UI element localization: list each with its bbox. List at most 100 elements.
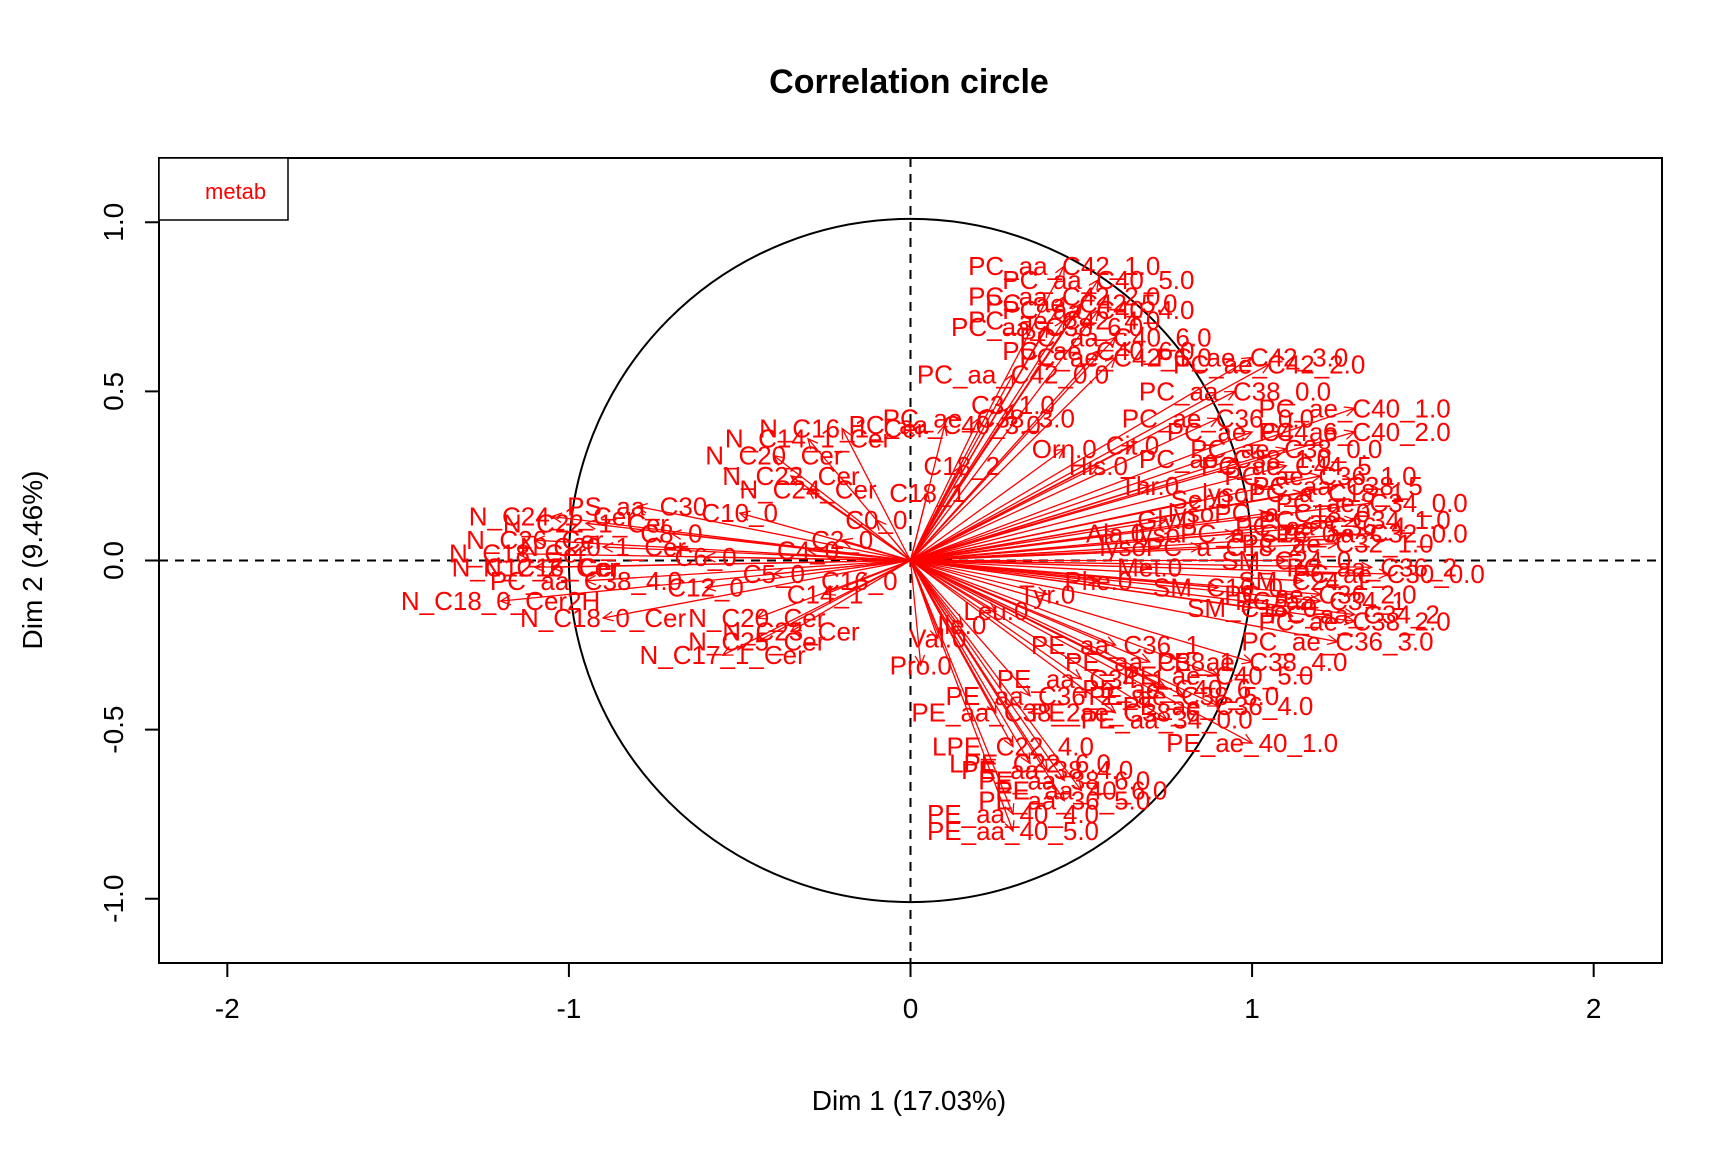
x-axis: -2 -1 0 1 2 [215,962,1601,1024]
variable-arrow-head [1241,601,1254,612]
variable-label: C8_0 [640,518,702,548]
variable-label: PE_ae_C38_6 [1031,698,1200,728]
x-axis-label: Dim 1 (17.03%) [812,1085,1007,1116]
variable-label: PC_aa_C38_6.0 [951,312,1143,342]
variable-arrow [910,559,1167,690]
variable-label: PC_ae_C34_0.0 [1276,488,1468,518]
variable-label: PE_ae_C38_5.0 [1088,681,1279,711]
variable-label: PC_ae_C32_1.0 [1241,529,1433,559]
variable-arrow-head [806,488,819,500]
variable-label: PC_ae_C36_0.0 [1122,403,1314,433]
variable-label: N_C25_Cer [688,627,826,657]
variable-label: C14_1 [787,579,864,609]
variable-label: PE_aa_36_5.0 [978,786,1150,816]
variable-arrow [909,560,1014,832]
variable-label: PC_ae_C40_6.0 [1002,336,1194,366]
variable-label: PC_ae_C42_3.0 [1156,343,1348,373]
variable-arrow-head [1378,568,1391,580]
variable-arrow-head [772,567,785,579]
variable-arrow-head [969,417,980,430]
variable-label: Gly.0 [1137,505,1196,535]
variable-arrow-head [1326,482,1339,494]
variable-arrow [910,350,1099,561]
variable-label: PC_aa_C42_2.0 [968,282,1160,312]
variable-label: lysoPC_a_C16_0 [1134,518,1336,548]
variable-arrow [909,492,929,561]
variable-arrow-head [1361,561,1374,573]
variable-arrow-head [1292,574,1305,586]
variable-arrow [909,560,1082,791]
variable-arrow-head [1223,390,1237,401]
variable-arrow-head [1275,462,1288,474]
variable-arrow-head [1206,667,1220,678]
variable-label: N_C14_1_Cer [725,424,892,454]
variable-arrow-head [1087,465,1100,475]
variable-arrow-head [1172,686,1186,697]
variable-label: N_C20_1_Cer [520,532,687,562]
variable-arrow-head [1054,295,1065,308]
variable-arrow-head [1241,654,1254,665]
variable-label: PC_ae_C30_0.0 [1293,559,1485,589]
variable-label: PC_aa_C36_2 [1286,552,1457,582]
variable-arrow [910,559,1304,582]
variable-arrow-head [601,542,614,553]
variable-label: PE_aa_40_4.0 [927,799,1099,829]
variable-arrow [910,407,1355,562]
variable-label: C10_0 [701,498,778,528]
variable-arrow [875,519,911,561]
variable-label: lysoPC_a_C18_0 [1168,498,1370,528]
variable-arrow-head [1004,803,1015,816]
variable-arrow [910,559,1219,707]
variable-label: SM_C16_0 [1153,573,1283,603]
variable-arrow [910,559,1219,677]
variable-label: N_C17_1_Cer [640,640,807,670]
variable-arrow-head [755,609,768,620]
variable-arrow-head [601,610,614,622]
variable-arrow-head [772,454,785,466]
variable-arrow-head [1121,444,1134,455]
variable-arrow-head [533,535,546,547]
variable-arrow-head [635,502,649,514]
variable-arrow-head [1087,349,1100,362]
variable-arrow [910,559,1150,663]
variable-arrow-head [920,491,931,504]
variable-label: Orn.0 [1032,434,1097,464]
variable-label: lysoPC_a_C18_1 [1202,478,1404,508]
variable-label: N_C18_0_Cer [520,603,687,633]
variable-label: PC_ae_C34_1.0 [1258,505,1450,535]
variable-arrow-head [914,654,926,667]
variable-label: C18_1 [889,478,966,508]
labels-layer: PC_aa_C42_1.0PC_aa_C40_5.0PC_aa_C42_2.0P… [401,251,1485,846]
variable-arrow-head [823,585,837,596]
variable-arrow-head [738,510,751,521]
variable-arrow [910,559,1321,602]
variable-label: N_C12_2_Cer [452,552,619,582]
variable-label: PE_aa_C36_2 [945,681,1114,711]
variable-label: C5_0 [743,559,805,589]
variable-arrow-head [857,572,871,583]
variable-label: PC_aa_C36_4 [1235,512,1406,542]
variable-arrow [910,559,1372,568]
variable-label: PE_aa_C36_1 [1031,630,1200,660]
variable-arrow [910,512,1270,562]
variable-label: PC_ae_C40_2.0 [1258,417,1450,447]
variable-arrow [909,465,963,561]
variable-label: PC_aa_C34_1 [1235,586,1406,616]
variable-arrow-head [840,537,854,549]
variable-arrow [602,559,911,619]
variable-label: PS_aa_C30 [567,491,707,521]
variable-arrow-head [1258,509,1271,520]
variable-arrow-head [841,427,852,440]
variable-arrow-head [1343,406,1356,417]
variable-arrow-head [669,529,682,540]
variable-label: Cit.0 [1106,431,1159,461]
variable-arrow-head [1309,594,1322,606]
variable-arrow-head [1104,702,1117,714]
variable-label: PE_aa_C38_1 [1065,647,1234,677]
variable-arrow [909,560,1065,781]
variable-label: LPE_C22_6.0 [949,748,1111,778]
variable-arrow [910,559,1253,663]
variable-label: Val.0 [909,623,966,653]
variable-arrow-head [1241,733,1254,744]
x-tick-label: 0 [903,993,919,1024]
